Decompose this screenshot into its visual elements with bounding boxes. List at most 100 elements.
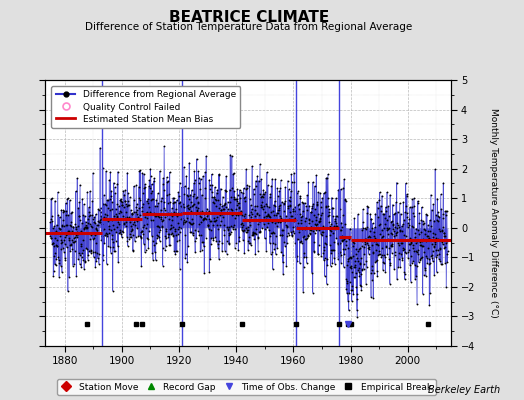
Point: [442, 284, 451, 290]
Point: [95, 260, 103, 267]
Point: [104, 242, 113, 249]
Point: [166, 199, 174, 205]
Point: [130, 219, 138, 226]
Point: [440, 245, 449, 251]
Point: [342, 286, 351, 292]
Point: [77, 228, 85, 235]
Point: [412, 263, 421, 269]
Point: [348, 239, 357, 246]
Point: [181, 255, 189, 261]
Point: [179, 219, 188, 226]
Point: [95, 218, 104, 225]
Point: [168, 231, 177, 238]
Point: [238, 189, 247, 196]
Point: [196, 208, 204, 215]
Point: [242, 225, 250, 232]
Point: [143, 235, 151, 241]
Point: [262, 247, 270, 254]
Point: [147, 217, 155, 223]
Point: [226, 152, 234, 158]
Point: [143, 209, 151, 215]
Point: [284, 204, 292, 211]
Point: [321, 254, 329, 261]
Point: [374, 252, 383, 258]
Point: [52, 222, 61, 228]
Point: [96, 217, 104, 224]
Point: [313, 201, 321, 207]
Point: [128, 248, 137, 254]
Point: [84, 256, 92, 263]
Point: [173, 226, 182, 232]
Point: [66, 222, 74, 228]
Point: [128, 226, 136, 232]
Point: [109, 238, 117, 245]
Point: [278, 232, 286, 238]
Point: [158, 217, 167, 224]
Point: [69, 223, 78, 230]
Point: [369, 228, 378, 235]
Point: [47, 235, 56, 242]
Point: [308, 218, 316, 224]
Point: [125, 202, 133, 208]
Point: [124, 243, 132, 249]
Point: [181, 251, 190, 258]
Point: [217, 218, 225, 224]
Point: [227, 229, 235, 235]
Point: [319, 229, 327, 236]
Point: [396, 200, 404, 206]
Point: [285, 232, 293, 238]
Point: [167, 210, 176, 217]
Point: [244, 226, 252, 233]
Point: [92, 225, 100, 232]
Point: [252, 226, 260, 232]
Point: [82, 222, 91, 229]
Point: [256, 161, 264, 168]
Point: [409, 242, 417, 248]
Point: [135, 194, 144, 201]
Point: [413, 238, 421, 244]
Point: [138, 170, 147, 176]
Point: [386, 262, 395, 268]
Point: [312, 172, 320, 178]
Point: [366, 210, 375, 217]
Point: [48, 240, 57, 246]
Point: [301, 226, 310, 233]
Point: [99, 200, 107, 207]
Point: [369, 249, 378, 256]
Point: [101, 201, 109, 207]
Point: [231, 226, 239, 232]
Point: [318, 232, 326, 238]
Point: [112, 214, 121, 220]
Point: [162, 226, 170, 232]
Point: [355, 273, 364, 279]
Point: [151, 212, 159, 218]
Point: [228, 210, 237, 217]
Point: [395, 224, 403, 230]
Point: [326, 263, 335, 269]
Point: [342, 276, 351, 282]
Point: [163, 210, 172, 216]
Point: [198, 246, 206, 253]
Point: [364, 242, 372, 248]
Point: [363, 203, 372, 210]
Point: [247, 214, 256, 220]
Point: [173, 238, 181, 244]
Point: [195, 212, 204, 219]
Point: [287, 213, 296, 219]
Point: [342, 242, 350, 248]
Point: [429, 234, 437, 241]
Point: [370, 270, 378, 276]
Point: [274, 210, 282, 216]
Point: [221, 201, 229, 207]
Point: [293, 190, 301, 197]
Point: [220, 232, 228, 238]
Point: [68, 208, 76, 215]
Point: [435, 256, 443, 262]
Point: [196, 176, 205, 182]
Point: [214, 241, 222, 248]
Point: [354, 267, 363, 273]
Point: [266, 214, 274, 221]
Point: [268, 266, 277, 272]
Point: [49, 272, 58, 279]
Point: [300, 233, 308, 240]
